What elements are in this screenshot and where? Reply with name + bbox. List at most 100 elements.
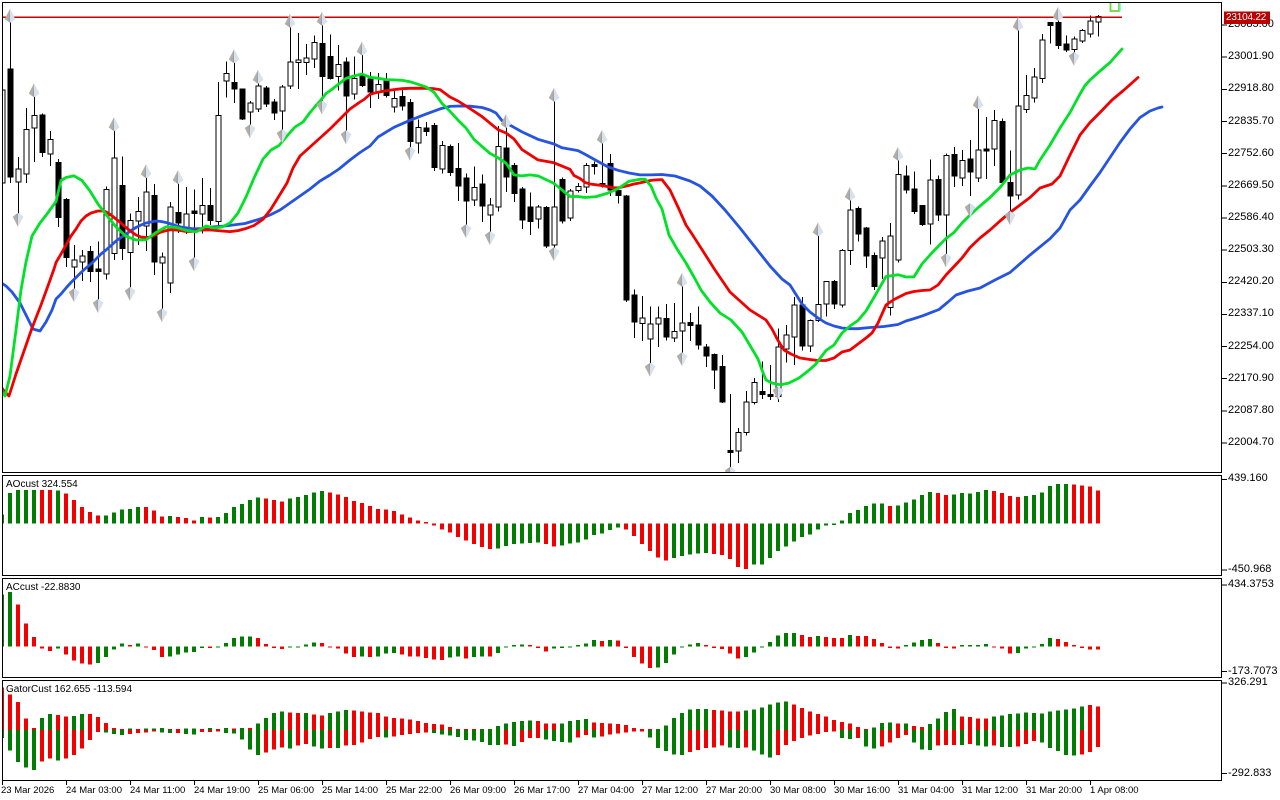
candle-body-bear (39, 114, 46, 153)
candle-body-bear (759, 391, 766, 395)
histogram-bar (656, 646, 660, 668)
histogram-bar (608, 639, 612, 647)
histogram-bar (920, 639, 924, 647)
histogram-bar (672, 718, 676, 731)
histogram-bar (568, 721, 572, 731)
fractal-down-arrow (316, 100, 328, 115)
alligator-lips-line (3, 47, 1124, 398)
histogram-bar (816, 713, 820, 731)
histogram-bar (480, 730, 484, 742)
histogram-bar (160, 730, 164, 733)
histogram-bar (40, 718, 44, 731)
histogram-bar (432, 724, 436, 731)
histogram-bar (968, 493, 972, 524)
histogram-bar (608, 523, 612, 531)
histogram-bar (880, 503, 884, 524)
histogram-bar (544, 723, 548, 731)
candle-body-bear (983, 148, 990, 152)
candle-body-bull (879, 240, 886, 259)
histogram-bar (184, 646, 188, 653)
time-axis-label: 26 Mar 17:00 (514, 785, 570, 796)
candle-body-bear (631, 294, 638, 323)
histogram-bar (480, 523, 484, 548)
histogram-bar (984, 489, 988, 524)
histogram-bar (328, 713, 332, 731)
histogram-bar (832, 730, 836, 732)
histogram-bar (888, 730, 892, 743)
main-chart-area[interactable] (0, 3, 1164, 481)
histogram-bar (208, 646, 212, 649)
histogram-bar (536, 646, 540, 649)
histogram-bar (696, 709, 700, 731)
candle-body-bear (919, 205, 926, 225)
histogram-bar (1048, 711, 1052, 731)
histogram-bar (736, 523, 740, 567)
histogram-bar (936, 492, 940, 524)
candle-body-bull (791, 304, 798, 338)
histogram-bar (192, 646, 196, 652)
histogram-bar (240, 730, 244, 740)
price-axis-label: 22918.80 (1228, 82, 1274, 95)
histogram-bar (640, 730, 644, 732)
histogram-bar (960, 716, 964, 731)
histogram-bar (840, 730, 844, 739)
histogram-bar (576, 730, 580, 738)
price-axis-label: 22669.50 (1228, 178, 1274, 191)
histogram-bar (944, 711, 948, 731)
fractal-down-arrow (460, 224, 472, 238)
histogram-bar (528, 730, 532, 739)
histogram-bar (912, 726, 916, 731)
histogram-bar (408, 517, 412, 524)
histogram-bar (480, 646, 484, 657)
candle-body-bear (231, 82, 238, 90)
candle-body-bull (1023, 94, 1030, 110)
histogram-bar (680, 713, 684, 731)
fractal-down-arrow (12, 212, 24, 227)
histogram-bar (848, 730, 852, 739)
histogram-bar (1024, 646, 1028, 649)
histogram-bar (104, 723, 108, 731)
histogram-bar (1072, 644, 1076, 647)
histogram-bar (1096, 490, 1100, 524)
time-axis-label: 31 Mar 12:00 (962, 785, 1018, 796)
histogram-bar (152, 646, 156, 650)
histogram-bar (1072, 730, 1076, 756)
histogram-bar (992, 491, 996, 524)
fractal-down-arrow (548, 247, 560, 261)
histogram-bar (40, 646, 44, 649)
histogram-bar (3, 514, 4, 524)
histogram-bar (656, 730, 660, 749)
fractal-down-arrow (404, 146, 416, 161)
fractal-up-arrow (284, 14, 296, 28)
histogram-bar (864, 728, 868, 731)
histogram-bar (432, 730, 436, 734)
candle-body-bull (111, 157, 118, 255)
histogram-bar (344, 646, 348, 654)
fractal-up-arrow (596, 130, 608, 144)
candle-body-bear (911, 188, 918, 212)
histogram-bar (752, 646, 756, 653)
histogram-bar (712, 709, 716, 731)
histogram-bar (120, 509, 124, 524)
histogram-bar (72, 730, 76, 756)
histogram-bar (840, 520, 844, 524)
candle-body-bull (495, 145, 502, 208)
histogram-bar (488, 523, 492, 550)
histogram-bar (184, 518, 188, 524)
histogram-bar (792, 704, 796, 731)
histogram-bar (8, 694, 12, 731)
histogram-bar (688, 709, 692, 731)
candle-body-bull (735, 432, 742, 452)
histogram-bar (440, 724, 444, 731)
histogram-bar (728, 711, 732, 731)
histogram-bar (56, 490, 60, 524)
histogram-bar (880, 730, 884, 747)
histogram-bar (96, 646, 100, 663)
histogram-bar (632, 728, 636, 731)
histogram-bar (24, 718, 28, 731)
price-axis-label: 22752.60 (1228, 146, 1274, 159)
histogram-bar (320, 491, 324, 524)
candle-body-bull (567, 190, 574, 219)
histogram-bar (416, 721, 420, 731)
